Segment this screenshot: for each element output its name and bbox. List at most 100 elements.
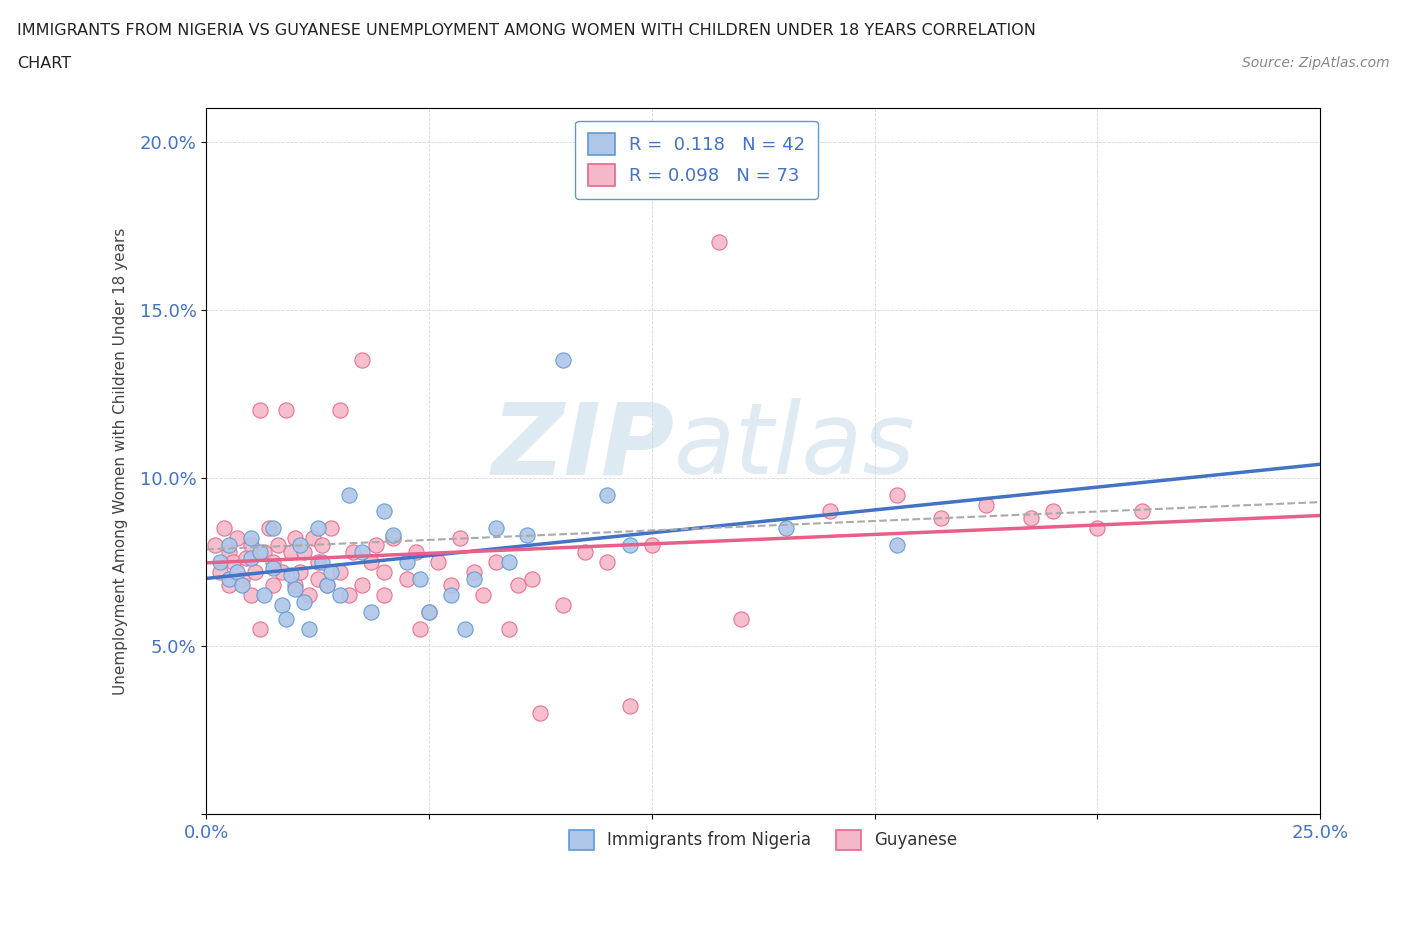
Point [249, 621, 271, 636]
Point [319, 565, 342, 579]
Point [262, 578, 284, 592]
Point [218, 571, 240, 586]
Point [426, 554, 449, 569]
Point [405, 544, 427, 559]
Point [1042, 504, 1064, 519]
Point [311, 538, 333, 552]
Point [329, 403, 352, 418]
Point [974, 498, 997, 512]
Point [498, 621, 520, 636]
Point [1019, 511, 1042, 525]
Text: ZIP: ZIP [491, 398, 673, 496]
Point [619, 698, 641, 713]
Point [440, 578, 463, 592]
Point [463, 565, 485, 579]
Point [249, 544, 271, 559]
Point [239, 538, 262, 552]
Point [342, 544, 364, 559]
Point [395, 571, 418, 586]
Point [218, 538, 240, 552]
Point [409, 571, 432, 586]
Point [574, 544, 596, 559]
Point [498, 554, 520, 569]
Point [352, 578, 374, 592]
Point [231, 571, 253, 586]
Point [231, 578, 253, 592]
Point [454, 621, 477, 636]
Point [551, 352, 574, 367]
Point [1130, 504, 1153, 519]
Point [319, 521, 342, 536]
Point [418, 604, 440, 619]
Point [218, 544, 240, 559]
Point [373, 565, 395, 579]
Point [485, 554, 508, 569]
Point [208, 554, 231, 569]
Point [298, 621, 321, 636]
Point [276, 611, 298, 626]
Point [307, 521, 329, 536]
Point [253, 544, 276, 559]
Point [775, 521, 797, 536]
Point [373, 504, 395, 519]
Text: IMMIGRANTS FROM NIGERIA VS GUYANESE UNEMPLOYMENT AMONG WOMEN WITH CHILDREN UNDER: IMMIGRANTS FROM NIGERIA VS GUYANESE UNEM… [17, 23, 1036, 38]
Point [257, 521, 280, 536]
Point [337, 487, 360, 502]
Point [298, 588, 321, 603]
Point [284, 581, 307, 596]
Point [551, 598, 574, 613]
Point [449, 531, 471, 546]
Point [212, 521, 235, 536]
Point [262, 554, 284, 569]
Point [818, 504, 841, 519]
Point [292, 594, 315, 609]
Point [315, 578, 337, 592]
Point [364, 538, 387, 552]
Point [409, 621, 432, 636]
Point [463, 571, 485, 586]
Point [288, 565, 311, 579]
Point [292, 544, 315, 559]
Point [226, 565, 249, 579]
Text: Source: ZipAtlas.com: Source: ZipAtlas.com [1241, 56, 1389, 70]
Point [352, 544, 374, 559]
Point [226, 531, 249, 546]
Point [352, 352, 374, 367]
Point [382, 527, 405, 542]
Point [596, 487, 619, 502]
Point [440, 588, 463, 603]
Point [418, 604, 440, 619]
Point [360, 604, 382, 619]
Point [886, 538, 908, 552]
Point [315, 578, 337, 592]
Point [271, 565, 294, 579]
Point [931, 511, 953, 525]
Point [284, 578, 307, 592]
Point [239, 551, 262, 565]
Point [619, 538, 641, 552]
Point [329, 565, 352, 579]
Point [239, 531, 262, 546]
Point [471, 588, 494, 603]
Point [730, 611, 752, 626]
Point [360, 554, 382, 569]
Point [596, 554, 619, 569]
Point [373, 588, 395, 603]
Point [218, 578, 240, 592]
Point [641, 538, 664, 552]
Point [311, 554, 333, 569]
Y-axis label: Unemployment Among Women with Children Under 18 years: Unemployment Among Women with Children U… [114, 227, 128, 695]
Point [253, 588, 276, 603]
Point [208, 565, 231, 579]
Point [307, 554, 329, 569]
Point [284, 531, 307, 546]
Point [307, 571, 329, 586]
Point [508, 578, 530, 592]
Point [707, 235, 730, 250]
Point [337, 588, 360, 603]
Point [245, 565, 267, 579]
Point [276, 403, 298, 418]
Point [329, 588, 352, 603]
Legend: Immigrants from Nigeria, Guyanese: Immigrants from Nigeria, Guyanese [561, 821, 966, 858]
Point [516, 527, 538, 542]
